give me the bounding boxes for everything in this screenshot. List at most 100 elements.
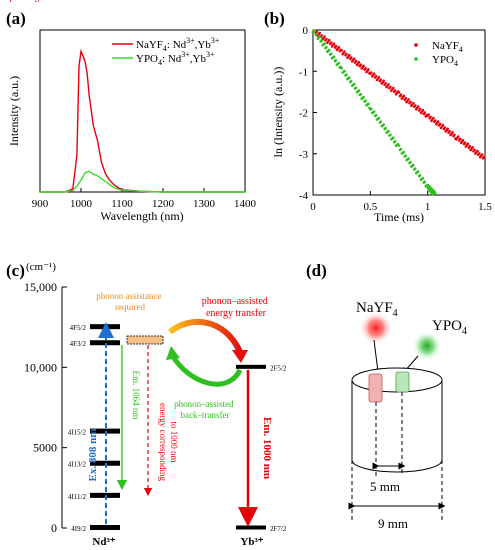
chart-b-point-nayf4 (456, 135, 460, 138)
chart-b-point-ypo4 (354, 86, 358, 90)
legend-b-ypo4: YPO4 (432, 54, 458, 68)
chart-b-point-ypo4 (389, 133, 392, 137)
panel-label-c: (c) (6, 261, 25, 280)
vial-ypo4 (395, 371, 410, 393)
chart-b-point-ypo4 (421, 176, 425, 180)
energy-diagram: (cm⁻¹) 0 5000 10,000 15,000 4F5/2 4F3/2 4I15/… (0, 0, 287, 548)
panel-label-b: (b) (264, 9, 285, 28)
phonon-box (126, 335, 164, 345)
chart-b-point-nayf4 (399, 93, 403, 96)
chart-b-point-nayf4 (468, 144, 472, 148)
energy-corresponding-line1: energy corresponding (158, 403, 168, 482)
chart-b-point-nayf4 (357, 61, 361, 64)
chart-b-point-ypo4 (323, 42, 326, 45)
nd-level-label: 4I15/2 (68, 429, 87, 437)
chart-b-point-nayf4 (354, 59, 358, 63)
chart-b-point-ypo4 (345, 73, 348, 76)
label-ypo4: YPO4 (432, 318, 467, 337)
energy-corresponding-line2: to 1000 nm (169, 421, 179, 462)
chart-b-ytick-label: -1 (299, 66, 308, 78)
energy-transfer-arrowhead (232, 350, 248, 363)
chart-b-xtick-label: 0 (310, 201, 316, 213)
chart-a-xtick-label: 1000 (70, 198, 93, 210)
chart-b-point-ypo4 (433, 192, 437, 195)
chart-b-point-ypo4 (318, 35, 322, 39)
chart-a-xtick-label: 1100 (111, 198, 133, 210)
chart-b-point-nayf4 (325, 37, 328, 41)
chart-b-point-ypo4 (412, 163, 415, 167)
energy-tick-label: 15,000 (24, 280, 57, 294)
sample-holder-diagram: NaYF4 YPO4 5 mm 9 mm (348, 300, 467, 531)
chart-a-xtick-label: 900 (32, 198, 49, 210)
chart-b-point-ypo4 (409, 160, 412, 164)
legend-a-ypo4: YPO4: Nd3+,Yb3+ (136, 50, 215, 67)
yb-level (236, 364, 266, 369)
chart-b-point-ypo4 (357, 89, 361, 92)
yb-level (236, 525, 266, 530)
chart-b-point-nayf4 (423, 111, 427, 114)
chart-b-point-nayf4 (387, 83, 390, 86)
chart-b-point-nayf4 (377, 76, 381, 79)
chart-b-point-ypo4 (416, 170, 420, 173)
chart-b-point-ypo4 (372, 110, 376, 113)
pointer-nayf4 (373, 339, 382, 376)
chart-b-point-ypo4 (349, 79, 353, 83)
chart-b-xtick-label: 1 (425, 201, 431, 213)
nd-ion-label: Nd³⁺ (92, 536, 115, 548)
chart-b-point-nayf4 (349, 56, 353, 59)
chart-b-legend: NaYF4 YPO4 (414, 40, 463, 68)
chart-b-point-nayf4 (466, 142, 470, 146)
chart-b-point-nayf4 (364, 67, 367, 70)
chart-b-point-nayf4 (362, 64, 365, 68)
chart-b-point-nayf4 (404, 97, 408, 100)
chart-b-point-nayf4 (480, 153, 484, 156)
energy-transfer-label: phonon–assisted energy transfer (202, 296, 271, 319)
energy-corresponding-label: energy corresponding (0, 0, 40, 2)
chart-b-point-ypo4 (407, 157, 410, 160)
chart-b-point-ypo4 (402, 150, 406, 154)
chart-b-xlabel: Time (ms) (374, 210, 424, 224)
nd-level-label: 4I9/2 (71, 525, 86, 533)
chart-b-point-nayf4 (407, 98, 410, 101)
chart-b-point-nayf4 (343, 50, 346, 53)
chart-b-point-ypo4 (313, 29, 317, 32)
label-nayf4: NaYF4 (356, 300, 398, 319)
back-transfer-arrow (169, 353, 243, 387)
yb-level-label: 2F7/2 (270, 525, 287, 533)
energy-tick-label: 5000 (33, 441, 57, 455)
chart-b-point-nayf4 (413, 104, 417, 107)
chart-b-point-ypo4 (334, 59, 338, 62)
chart-b-point-nayf4 (461, 138, 465, 142)
chart-b-point-nayf4 (382, 79, 386, 83)
chart-b-point-ypo4 (364, 99, 367, 103)
chart-b-ylabel: ln (Intensity (a.u.)) (271, 67, 285, 158)
em-1000-label: Em. 1000 nm (261, 417, 273, 479)
chart-b-point-ypo4 (337, 61, 341, 65)
yb-level-label: 2F5/2 (270, 364, 287, 372)
chart-b-point-nayf4 (436, 120, 440, 123)
chart-b-point-ypo4 (320, 39, 323, 42)
nd-level-label: 4F3/2 (70, 340, 87, 348)
chart-b-point-nayf4 (471, 146, 474, 149)
chart-b-point-ypo4 (418, 174, 422, 177)
legend-b-nayf4: NaYF4 (432, 40, 463, 54)
chart-b-point-ypo4 (329, 52, 333, 56)
nd-level-label: 4I11/2 (68, 493, 87, 501)
chart-b-point-nayf4 (409, 100, 412, 104)
chart-b-point-ypo4 (340, 66, 344, 70)
chart-b-point-ypo4 (393, 140, 397, 143)
red-glow (359, 311, 393, 345)
back-transfer-arrowhead (166, 346, 180, 360)
chart-b-point-nayf4 (421, 108, 425, 112)
chart-b-point-nayf4 (416, 105, 420, 108)
chart-a-xtick-label: 1400 (234, 198, 257, 210)
chart-b-point-ypo4 (315, 32, 319, 36)
vial-nayf4 (368, 373, 383, 403)
chart-b-ytick-label: -2 (299, 108, 308, 120)
chart-b-point-ypo4 (374, 113, 378, 117)
chart-b-point-nayf4 (315, 30, 319, 34)
chart-b-point-nayf4 (397, 91, 401, 94)
chart-a-series-nayf4 (40, 48, 245, 193)
chart-b-point-ypo4 (384, 126, 387, 130)
